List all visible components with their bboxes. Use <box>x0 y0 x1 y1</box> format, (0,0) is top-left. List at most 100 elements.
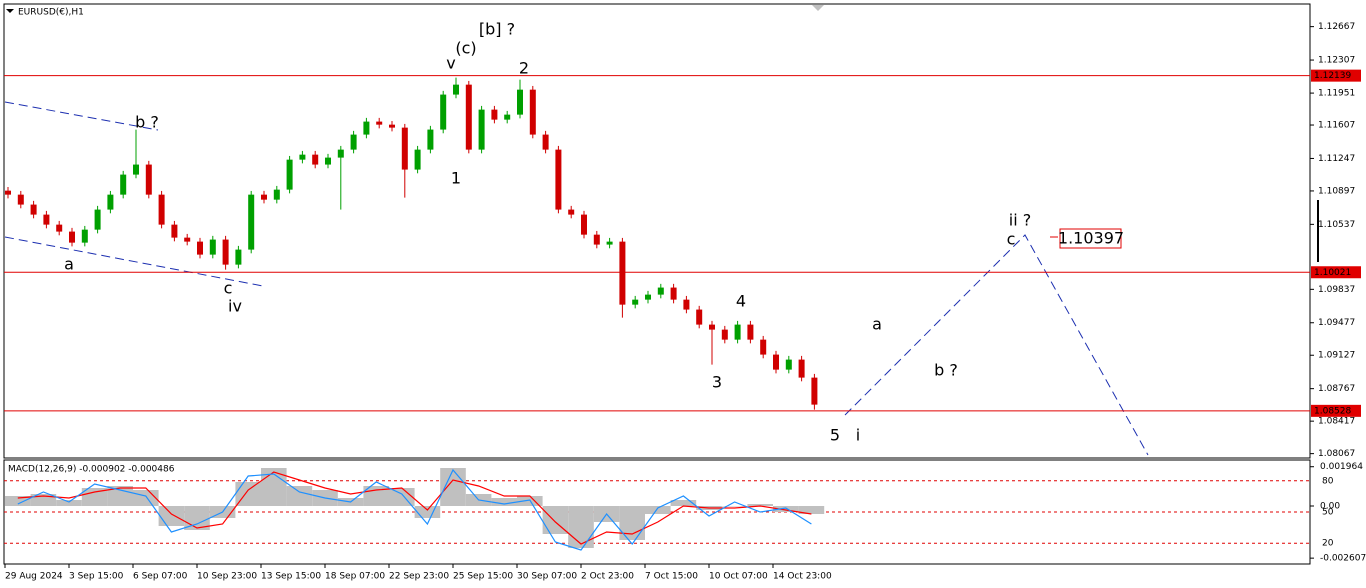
y2-tick-label: 50 <box>1322 508 1334 518</box>
macd-bar <box>414 506 441 518</box>
x-tick-label: 29 Aug 2024 <box>5 572 63 582</box>
candle-body <box>337 149 344 158</box>
macd-bar <box>568 506 594 548</box>
candle-body <box>811 377 818 405</box>
candle-body <box>542 134 549 150</box>
candle-body <box>261 194 267 200</box>
wave-label: 2 <box>519 59 529 78</box>
candle-body <box>69 231 75 243</box>
y-tick-label: 0.00 <box>1320 502 1340 512</box>
y2-tick-label: 20 <box>1322 539 1334 549</box>
candle-body <box>5 190 11 195</box>
macd-line <box>17 471 812 545</box>
macd-bar <box>645 506 671 514</box>
candle-body <box>363 121 370 135</box>
x-tick-label: 10 Sep 23:00 <box>197 572 257 582</box>
candle-body <box>568 209 575 215</box>
candle-body <box>197 241 203 255</box>
candle-body <box>709 324 715 330</box>
price-label: 1.10397 <box>1058 229 1124 248</box>
candle-body <box>670 287 677 300</box>
candle-body <box>734 324 741 340</box>
macd-bar <box>56 500 82 506</box>
menu-arrow[interactable] <box>6 9 14 13</box>
candle-body <box>312 154 319 165</box>
candle-body <box>453 84 459 95</box>
candle-body <box>94 209 101 230</box>
candle-body <box>760 339 767 355</box>
macd-bar <box>389 488 415 506</box>
wave-label: b ? <box>934 361 958 380</box>
candle-body <box>235 249 242 265</box>
macd-bar <box>773 506 799 512</box>
candle-body <box>325 157 331 165</box>
candle-body <box>657 287 664 295</box>
candle-body <box>504 114 511 120</box>
wave-label: (c) <box>455 39 476 58</box>
x-tick-label: 2 Oct 23:00 <box>581 572 634 582</box>
candle-body <box>17 194 24 205</box>
y-tick-label: 1.09477 <box>1318 318 1355 328</box>
x-tick-label: 6 Sep 07:00 <box>133 572 188 582</box>
wave-label: v <box>446 54 455 73</box>
price-box <box>1059 228 1122 249</box>
level-label: 1.08528 <box>1314 406 1351 416</box>
x-tick-label: 10 Oct 07:00 <box>709 572 768 582</box>
candle-body <box>30 204 37 215</box>
y-tick-label: 1.10897 <box>1318 186 1355 196</box>
wave-label: 4 <box>736 292 746 311</box>
y-tick-label: 0.001964 <box>1320 462 1363 472</box>
macd-bar <box>81 488 108 506</box>
macd-bar <box>619 506 645 540</box>
candle-body <box>581 214 587 235</box>
wave-label: c <box>224 279 233 298</box>
candle-body <box>773 354 779 370</box>
level-tag <box>1311 266 1361 279</box>
y-tick-label: 1.10537 <box>1318 220 1355 230</box>
candle-body <box>619 241 626 305</box>
y-tick-label: -0.002607 <box>1320 554 1366 564</box>
candle-body <box>465 84 472 150</box>
y-tick-label: 1.12667 <box>1318 22 1355 32</box>
x-tick-label: 14 Oct 23:00 <box>773 572 832 582</box>
y-tick-label: 1.08767 <box>1318 384 1355 394</box>
candle-body <box>593 234 600 245</box>
candle-body <box>376 121 383 125</box>
chart-title: EURUSD(€),H1 <box>18 8 84 18</box>
macd-bar <box>491 498 517 506</box>
macd-bar <box>184 506 210 530</box>
candle-body <box>299 154 306 160</box>
candle-body <box>184 237 191 242</box>
y-tick-label: 1.11951 <box>1318 89 1355 99</box>
candle-body <box>158 194 165 225</box>
wave-label: i <box>856 426 860 445</box>
candle-body <box>478 109 485 150</box>
candle-body <box>683 299 690 310</box>
candle-body <box>286 159 293 190</box>
candle-body <box>427 129 434 150</box>
wave-label: c <box>1007 230 1016 249</box>
candle-body <box>798 359 805 378</box>
candle-body <box>606 241 613 245</box>
level-label: 1.10021 <box>1314 268 1351 278</box>
shift-marker[interactable] <box>812 5 824 11</box>
x-tick-label: 7 Oct 15:00 <box>645 572 698 582</box>
candle-body <box>273 189 280 200</box>
y-tick-label: 1.08417 <box>1318 417 1355 427</box>
candle-body <box>56 224 63 232</box>
wave-label: [b] ? <box>479 20 515 39</box>
candle-body <box>491 109 498 120</box>
macd-bar <box>670 500 697 506</box>
x-tick-label: 25 Sep 15:00 <box>453 572 513 582</box>
macd-bar <box>440 468 466 506</box>
macd-title: MACD(12,26,9) -0.000902 -0.000486 <box>8 465 175 475</box>
candle-body <box>440 94 447 130</box>
wave-label: a <box>64 255 74 274</box>
y-tick-label: 1.12307 <box>1318 56 1355 66</box>
macd-bar <box>721 506 748 507</box>
candle-body <box>645 294 651 300</box>
x-tick-label: 3 Sep 15:00 <box>69 572 124 582</box>
level-tag <box>1311 404 1361 417</box>
